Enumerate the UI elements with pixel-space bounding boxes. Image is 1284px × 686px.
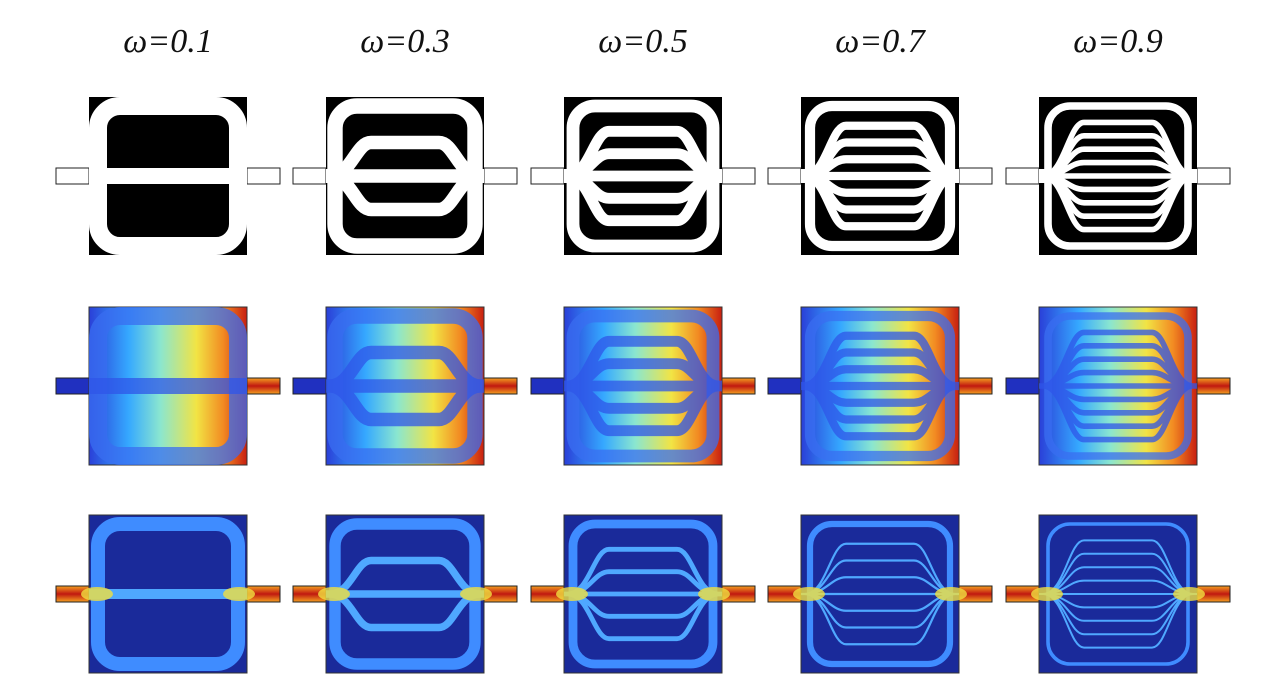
inlet-jet	[556, 587, 588, 601]
port	[483, 377, 518, 395]
panel	[55, 97, 281, 255]
port	[1005, 167, 1040, 185]
outlet-gap	[474, 169, 484, 183]
panel	[530, 514, 756, 674]
channels	[326, 135, 484, 217]
inlet-jet	[793, 587, 825, 601]
flow-channels	[1039, 539, 1197, 649]
inlet-gap	[801, 169, 811, 183]
flow-channels	[326, 556, 484, 632]
port	[958, 167, 993, 185]
panel	[1005, 514, 1231, 674]
outlet-jet	[698, 587, 730, 601]
port	[292, 377, 327, 395]
panel	[767, 514, 993, 674]
cool-channels	[564, 335, 722, 437]
port	[1196, 167, 1231, 185]
channels	[564, 125, 722, 227]
panel	[530, 306, 756, 466]
port	[246, 167, 281, 185]
inlet-gap	[326, 169, 336, 183]
panel	[292, 306, 518, 466]
outlet-jet	[935, 587, 967, 601]
outlet-jet	[223, 587, 255, 601]
inlet-jet	[318, 587, 350, 601]
flow-channels	[564, 546, 722, 642]
column-label: ω=0.7	[835, 23, 926, 60]
port	[292, 167, 327, 185]
panel	[530, 97, 756, 255]
panel	[55, 514, 281, 674]
inlet-gap	[1039, 169, 1049, 183]
column-label: ω=0.3	[360, 23, 449, 60]
flow-channels	[801, 542, 959, 646]
channels	[801, 121, 959, 231]
inlet-jet	[81, 587, 113, 601]
panel	[1005, 306, 1231, 466]
inlet-gap	[89, 169, 99, 183]
column-label: ω=0.9	[1073, 23, 1162, 60]
outlet-gap	[1187, 169, 1197, 183]
panel	[1005, 97, 1231, 255]
port	[1005, 377, 1040, 395]
channels	[1039, 119, 1197, 233]
port	[530, 167, 565, 185]
outlet-gap	[237, 169, 247, 183]
panel	[292, 97, 518, 255]
port	[55, 377, 90, 395]
inlet-jet	[1031, 587, 1063, 601]
port	[721, 167, 756, 185]
panel	[767, 306, 993, 466]
column-label: ω=0.5	[598, 23, 687, 60]
cool-channels	[801, 331, 959, 441]
cool-channels	[1039, 329, 1197, 443]
port	[721, 377, 756, 395]
port	[767, 167, 802, 185]
panel	[55, 306, 281, 466]
port	[958, 377, 993, 395]
port	[55, 167, 90, 185]
port	[530, 377, 565, 395]
cool-channels	[326, 345, 484, 427]
inlet-gap	[564, 169, 574, 183]
outlet-jet	[1173, 587, 1205, 601]
port	[483, 167, 518, 185]
outlet-gap	[949, 169, 959, 183]
outlet-jet	[460, 587, 492, 601]
port	[246, 377, 281, 395]
column-label: ω=0.1	[123, 23, 212, 60]
panel	[767, 97, 993, 255]
panel	[292, 514, 518, 674]
port	[1196, 377, 1231, 395]
port	[767, 377, 802, 395]
outlet-gap	[712, 169, 722, 183]
